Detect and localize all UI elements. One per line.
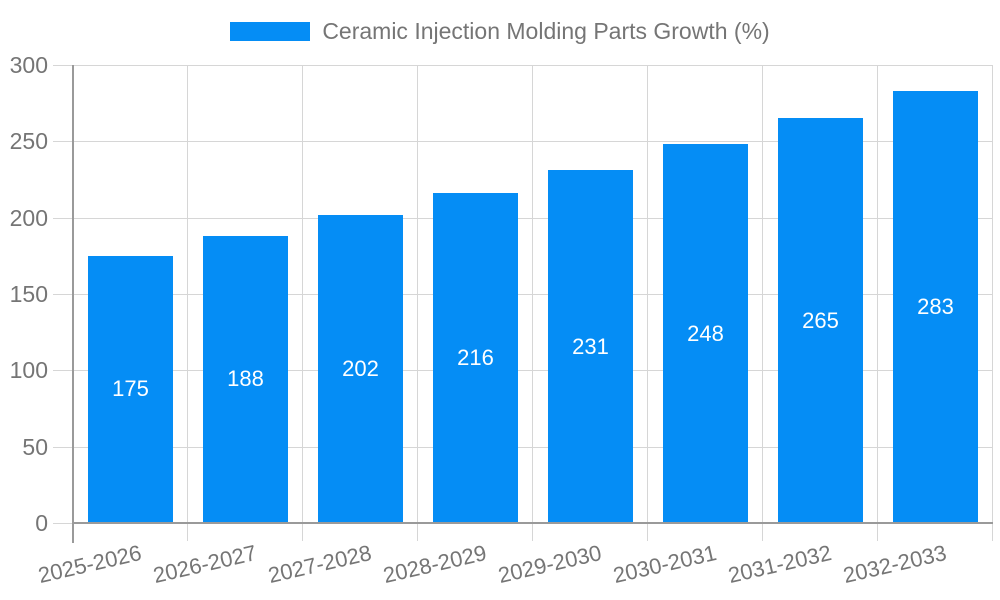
y-tick-label: 250 bbox=[9, 128, 48, 154]
vgrid-line bbox=[762, 65, 763, 523]
x-tick bbox=[877, 523, 878, 541]
x-tick bbox=[532, 523, 533, 541]
legend-swatch bbox=[230, 21, 311, 41]
bar[interactable]: 283 bbox=[893, 90, 978, 523]
hgrid-line bbox=[73, 65, 993, 66]
x-tick bbox=[647, 523, 648, 541]
hgrid-line bbox=[73, 294, 993, 295]
bar[interactable]: 216 bbox=[433, 193, 518, 523]
y-tick bbox=[53, 523, 73, 524]
vgrid-line bbox=[187, 65, 188, 523]
y-axis-line bbox=[72, 65, 74, 543]
plot-area: 0 50 100 150 200 250 300 175 188 202 216 231 248 265 2… bbox=[10, 52, 993, 588]
x-category-label: 2030-2031 bbox=[610, 540, 720, 589]
x-category-label: 2027-2028 bbox=[265, 540, 375, 589]
vgrid-line bbox=[302, 65, 303, 523]
vgrid-line bbox=[532, 65, 533, 523]
bar[interactable]: 231 bbox=[548, 170, 633, 523]
x-tick bbox=[417, 523, 418, 541]
y-tick bbox=[53, 141, 73, 142]
legend-label: Ceramic Injection Molding Parts Growth (… bbox=[322, 17, 770, 44]
x-axis-line bbox=[72, 522, 993, 524]
hgrid-line bbox=[73, 141, 993, 142]
y-tick bbox=[53, 294, 73, 295]
vgrid-line bbox=[877, 65, 878, 523]
y-tick-label: 50 bbox=[22, 434, 48, 460]
bar[interactable]: 188 bbox=[203, 235, 288, 523]
x-tick bbox=[992, 523, 993, 541]
bar-value-label: 231 bbox=[572, 333, 609, 359]
x-category-label: 2026-2027 bbox=[150, 540, 260, 589]
y-tick bbox=[53, 447, 73, 448]
vgrid-line bbox=[647, 65, 648, 523]
legend[interactable]: Ceramic Injection Molding Parts Growth (… bbox=[0, 6, 1000, 56]
bar-value-label: 216 bbox=[457, 345, 494, 371]
x-category-label: 2029-2030 bbox=[495, 540, 605, 589]
hgrid-line bbox=[73, 447, 993, 448]
bar-value-label: 202 bbox=[342, 355, 379, 381]
x-tick bbox=[302, 523, 303, 541]
vgrid-line bbox=[417, 65, 418, 523]
bar[interactable]: 202 bbox=[318, 214, 403, 523]
bar[interactable]: 175 bbox=[88, 255, 173, 523]
bar[interactable]: 265 bbox=[778, 118, 863, 523]
y-tick bbox=[53, 218, 73, 219]
bar-value-label: 283 bbox=[917, 293, 954, 319]
x-tick bbox=[762, 523, 763, 541]
x-category-label: 2032-2033 bbox=[840, 540, 950, 589]
bar-value-label: 248 bbox=[687, 320, 724, 346]
x-tick bbox=[187, 523, 188, 541]
y-tick-label: 150 bbox=[9, 281, 48, 307]
x-category-label: 2031-2032 bbox=[725, 540, 835, 589]
y-tick-label: 300 bbox=[9, 52, 48, 78]
bar-value-label: 188 bbox=[227, 366, 264, 392]
y-tick-label: 0 bbox=[35, 510, 48, 536]
hgrid-line bbox=[73, 218, 993, 219]
y-tick bbox=[53, 65, 73, 66]
hgrid-line bbox=[73, 370, 993, 371]
bar-value-label: 175 bbox=[112, 376, 149, 402]
vgrid-line bbox=[992, 65, 993, 523]
y-tick-label: 100 bbox=[9, 357, 48, 383]
x-category-label: 2025-2026 bbox=[35, 540, 145, 589]
bar[interactable]: 248 bbox=[663, 144, 748, 523]
x-category-label: 2028-2029 bbox=[380, 540, 490, 589]
bar-value-label: 265 bbox=[802, 307, 839, 333]
y-tick bbox=[53, 370, 73, 371]
y-tick-label: 200 bbox=[9, 205, 48, 231]
